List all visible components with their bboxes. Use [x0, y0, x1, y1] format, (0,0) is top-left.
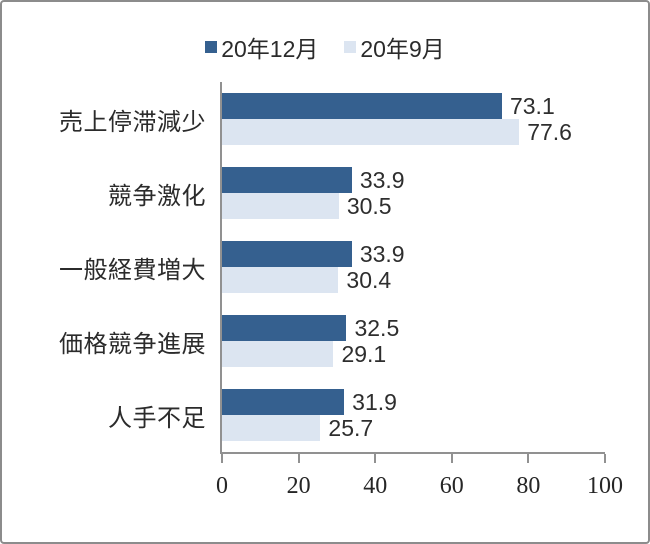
category-axis: 売上停滞減少競争激化一般経費増大 価格競争進展人手不足	[30, 82, 206, 452]
legend-item: 20年12月	[205, 30, 318, 64]
bar-series-1	[222, 193, 339, 219]
chart-legend: 20年12月 20年9月	[2, 32, 648, 62]
value-label: 29.1	[341, 341, 387, 367]
plot-area: 73.1 77.6 33.9 30.5 33.9 30.4 32.5 29.1 31.9 25.7	[220, 82, 605, 454]
x-tick-label: 40	[363, 473, 388, 499]
legend-label: 20年9月	[360, 36, 445, 62]
x-tick-label: 100	[587, 473, 623, 499]
bar-group: 33.9 30.4	[222, 230, 605, 304]
bar-series-1	[222, 341, 334, 367]
category-label: 一般経費増大	[59, 256, 206, 284]
x-tick-mark	[374, 454, 377, 463]
category-label: 売上停滞減少	[59, 108, 206, 136]
x-tick-mark	[450, 454, 453, 463]
legend-swatch-icon	[205, 41, 218, 53]
x-tick-label: 60	[439, 473, 464, 499]
bar-series-0	[222, 389, 345, 415]
x-tick-label: 20	[286, 473, 311, 499]
legend-item: 20年9月	[344, 30, 445, 64]
bar-group: 32.5 29.1	[222, 304, 605, 378]
legend-swatch-icon	[344, 41, 357, 53]
value-label: 77.6	[527, 119, 572, 145]
bar-series-0	[222, 241, 352, 267]
x-tick-mark	[297, 454, 300, 463]
bar-group: 31.9 25.7	[222, 378, 605, 452]
bar-series-1	[222, 119, 520, 145]
bar-series-1	[222, 267, 339, 293]
bar-series-0	[222, 167, 352, 193]
value-label: 30.5	[346, 193, 392, 219]
category-label: 価格競争進展	[59, 330, 206, 358]
bar-series-0	[222, 93, 502, 119]
bar-group: 33.9 30.5	[222, 156, 605, 230]
value-label: 25.7	[328, 415, 374, 441]
x-tick-label: 80	[516, 473, 541, 499]
x-tick-label: 0	[216, 473, 228, 499]
value-label: 33.9	[359, 167, 405, 193]
x-axis: 0 20 40 60 80 100	[216, 454, 623, 514]
x-tick-mark	[604, 454, 606, 463]
x-tick-mark	[527, 454, 530, 463]
bar-series-1	[222, 415, 321, 441]
value-label: 31.9	[352, 389, 397, 415]
value-label: 73.1	[509, 93, 555, 119]
bar-group: 73.1 77.6	[222, 82, 605, 156]
category-label: 人手不足	[108, 404, 206, 432]
value-label: 32.5	[354, 315, 400, 341]
value-label: 30.4	[346, 267, 392, 293]
bar-series-0	[222, 315, 347, 341]
legend-label: 20年12月	[221, 36, 319, 62]
value-label: 33.9	[359, 241, 405, 267]
category-label: 競争激化	[108, 182, 206, 210]
x-tick-mark	[221, 454, 223, 463]
